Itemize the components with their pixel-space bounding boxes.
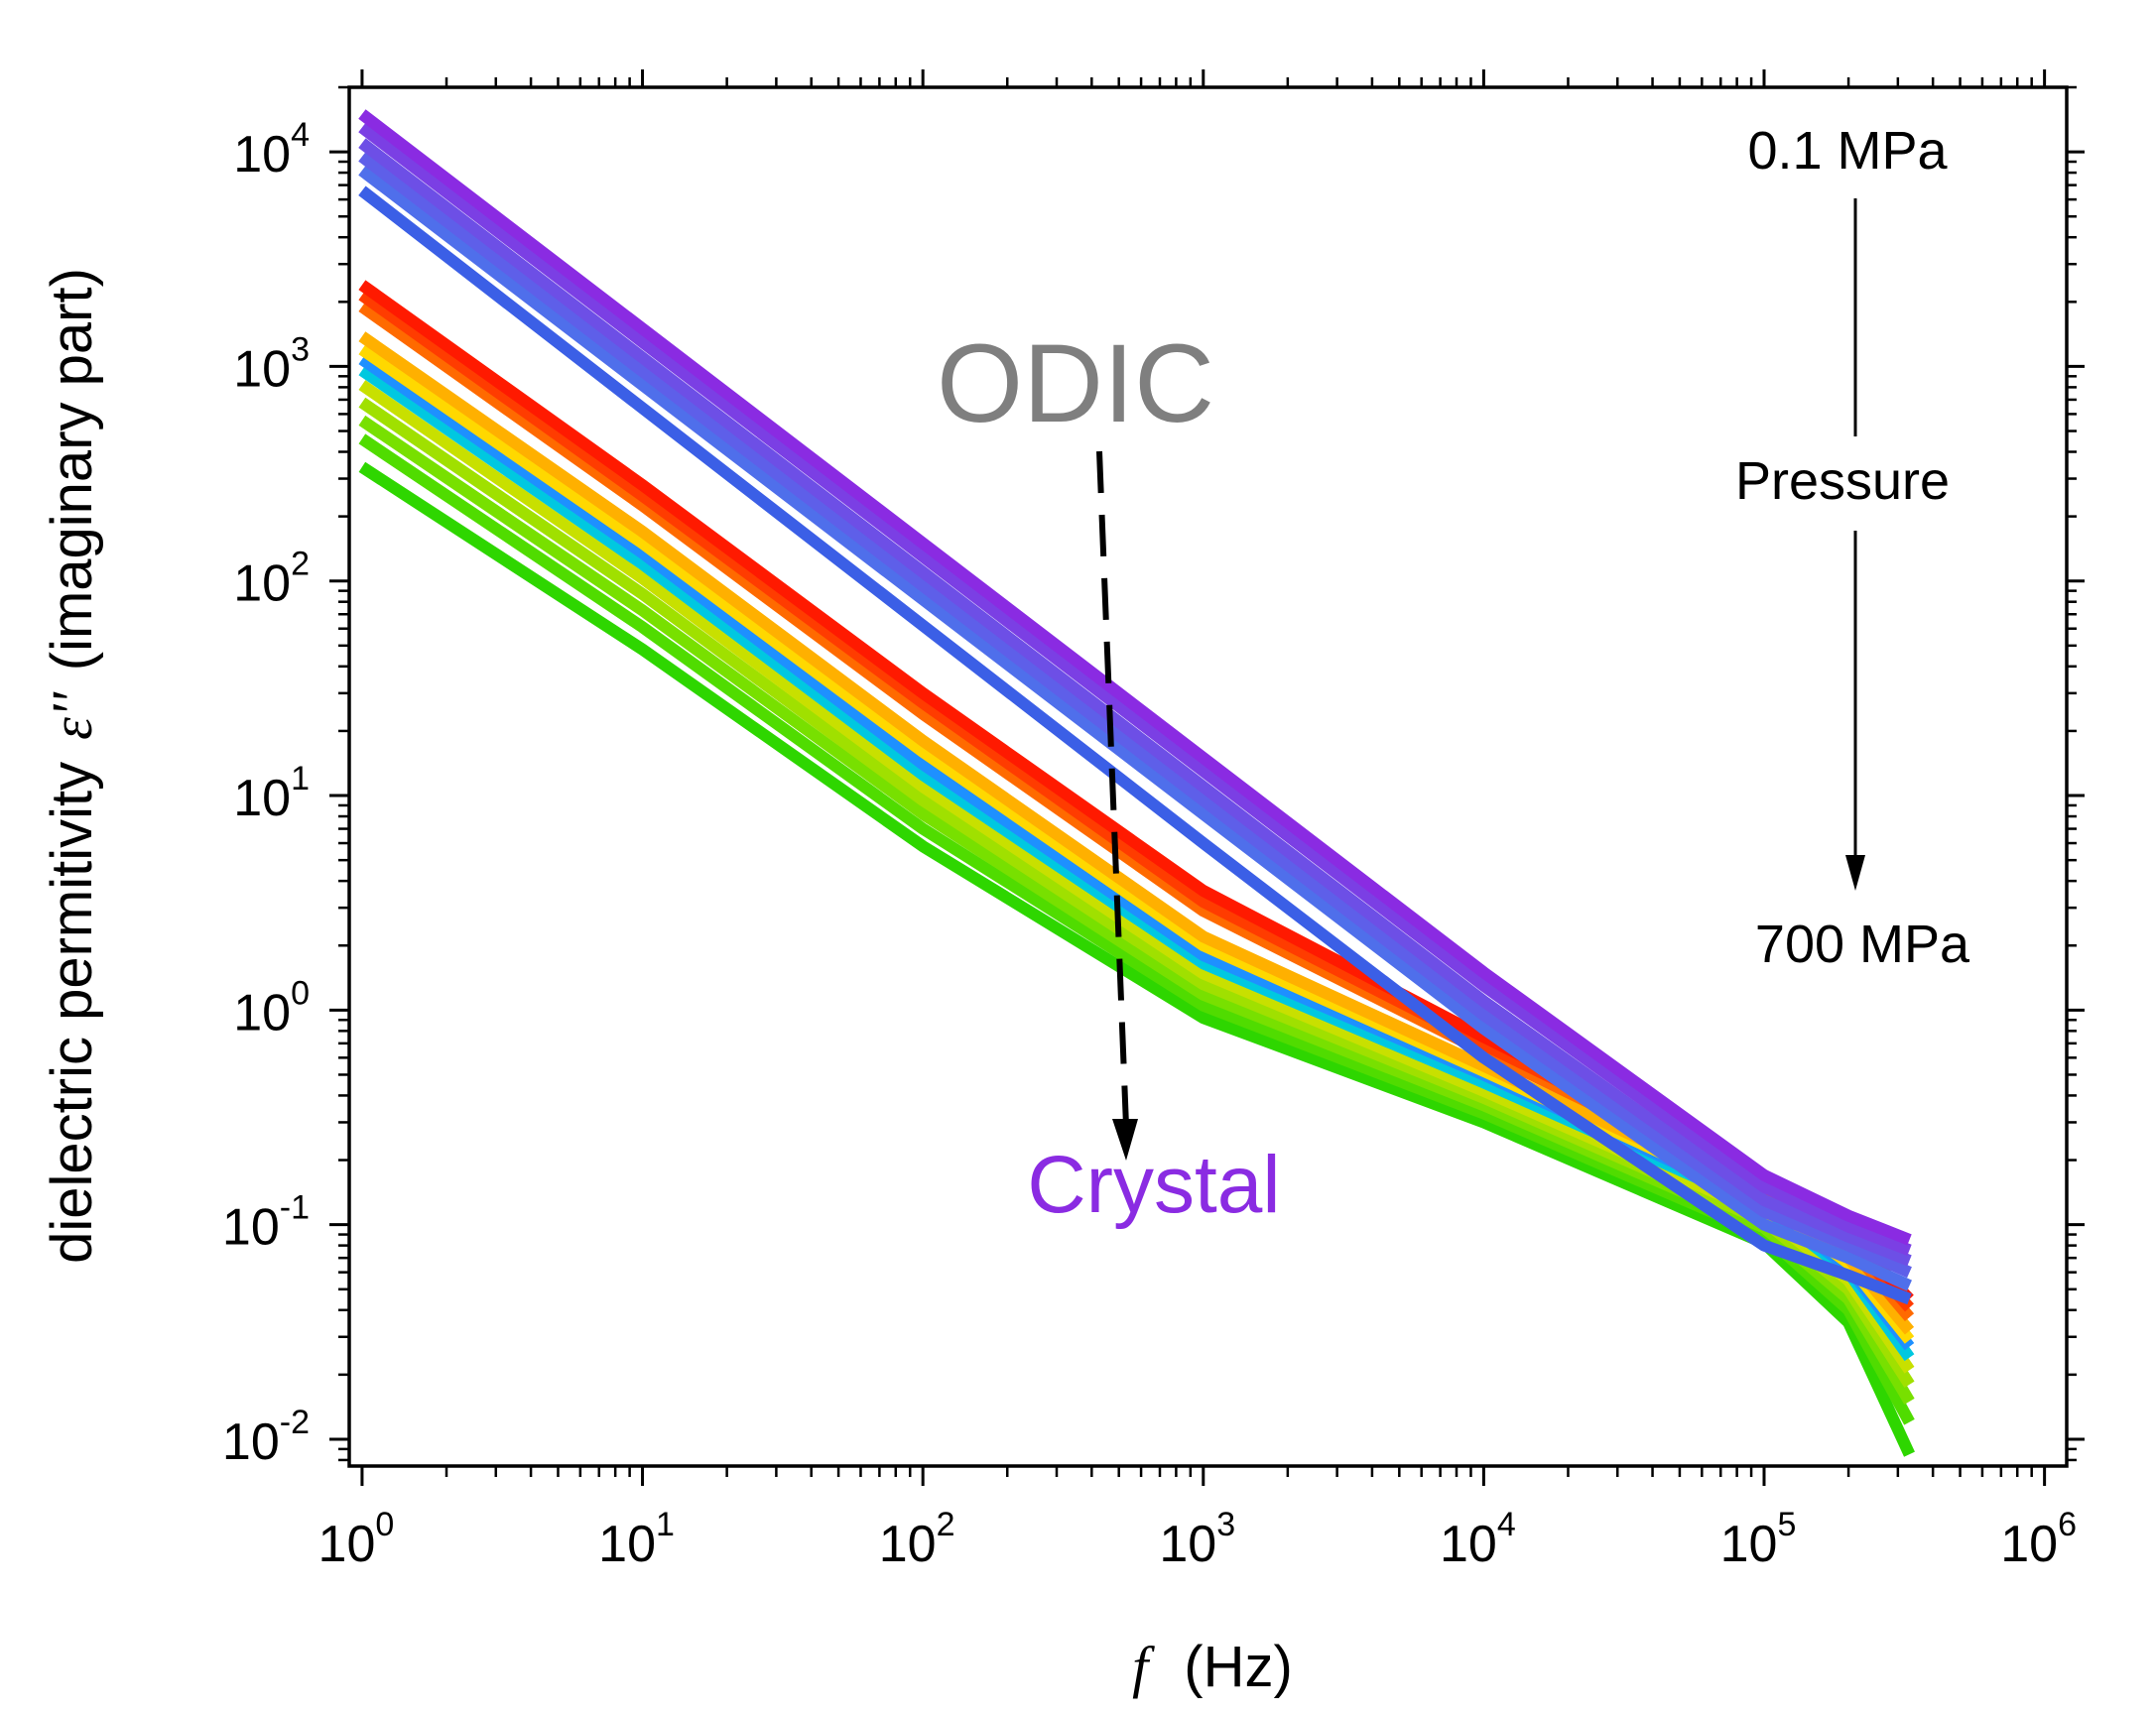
series-line-16 [358,415,1915,1405]
pressure-arrowhead [1845,855,1865,891]
y-axis-label-text: dielectric permitivity [40,762,104,1264]
odic-to-crystal-dashed-arrow [1096,450,1129,1127]
x-tick-exponent: 4 [1497,1506,1516,1543]
pressure-label: Pressure [1735,451,1950,511]
x-tick-label: 104 [1440,1506,1516,1573]
x-tick-label: 103 [1159,1506,1235,1573]
y-tick-label: 104 [233,116,310,184]
x-tick-base: 10 [1159,1516,1216,1573]
y-axis-label-suffix: (imaginary part) [40,268,104,671]
series-layer [358,109,1915,1457]
x-tick-base: 10 [318,1516,376,1573]
y-tick-label: 103 [233,330,310,398]
x-tick-exponent: 3 [1216,1506,1235,1543]
x-tick-label: 106 [2000,1506,2077,1573]
x-tick-label: 105 [1720,1506,1797,1573]
x-tick-base: 10 [598,1516,656,1573]
pressure-start-label: 0.1 MPa [1747,121,1948,181]
series-line-1 [358,109,1912,1246]
x-tick-label: 100 [318,1506,395,1573]
series-line-18 [358,461,1915,1457]
x-tick-exponent: 0 [375,1506,394,1543]
series-line-4 [358,152,1912,1279]
x-tick-label: 102 [879,1506,955,1573]
y-tick-exponent: 1 [291,760,310,797]
y-tick-label: 10-2 [222,1404,310,1471]
x-tick-base: 10 [1720,1516,1778,1573]
y-tick-label: 10-1 [222,1189,310,1257]
x-tick-base: 10 [1440,1516,1497,1573]
x-tick-exponent: 6 [2058,1506,2077,1543]
y-tick-base: 10 [233,984,291,1042]
x-tick-exponent: 5 [1777,1506,1796,1543]
x-tick-base: 10 [2000,1516,2058,1573]
y-axis-symbol: ε'' [40,691,104,740]
y-tick-base: 10 [233,770,291,827]
series-line-3 [358,138,1912,1267]
x-tick-labels: 100 101 102 103 104 105 106 [318,1506,2077,1573]
series-line-6 [358,185,1912,1305]
pressure-end-label: 700 MPa [1755,915,1970,974]
y-tick-exponent: 4 [291,116,310,154]
plot-area-frame [347,85,2069,1468]
odic-to-crystal-arrowhead [1112,1119,1138,1161]
y-tick-base: 10 [233,555,291,613]
y-tick-exponent: 0 [291,974,310,1012]
y-tick-label: 101 [233,760,310,827]
series-line-15 [358,397,1915,1389]
y-tick-exponent: -1 [280,1189,310,1227]
y-tick-exponent: -2 [280,1404,310,1441]
series-line-17 [358,433,1915,1425]
y-tick-label: 100 [233,974,310,1042]
y-tick-label: 102 [233,546,310,613]
y-tick-base: 10 [222,1199,280,1257]
series-line-5 [358,166,1912,1291]
y-tick-base: 10 [233,126,291,184]
y-tick-base: 10 [222,1413,280,1471]
crystal-label: Crystal [1027,1140,1280,1230]
x-tick-base: 10 [879,1516,937,1573]
y-axis-title: dielectric permitivity ε'' (imaginary part… [40,268,104,1264]
y-tick-exponent: 2 [291,546,310,583]
x-tick-label: 101 [598,1506,675,1573]
x-axis-unit: (Hz) [1184,1635,1293,1699]
y-tick-exponent: 3 [291,330,310,368]
series-line-2 [358,122,1912,1256]
x-tick-exponent: 1 [656,1506,675,1543]
odic-label: ODIC [937,321,1214,445]
y-tick-base: 10 [233,340,291,398]
x-tick-exponent: 2 [937,1506,955,1543]
tick-layer [329,69,2085,1486]
